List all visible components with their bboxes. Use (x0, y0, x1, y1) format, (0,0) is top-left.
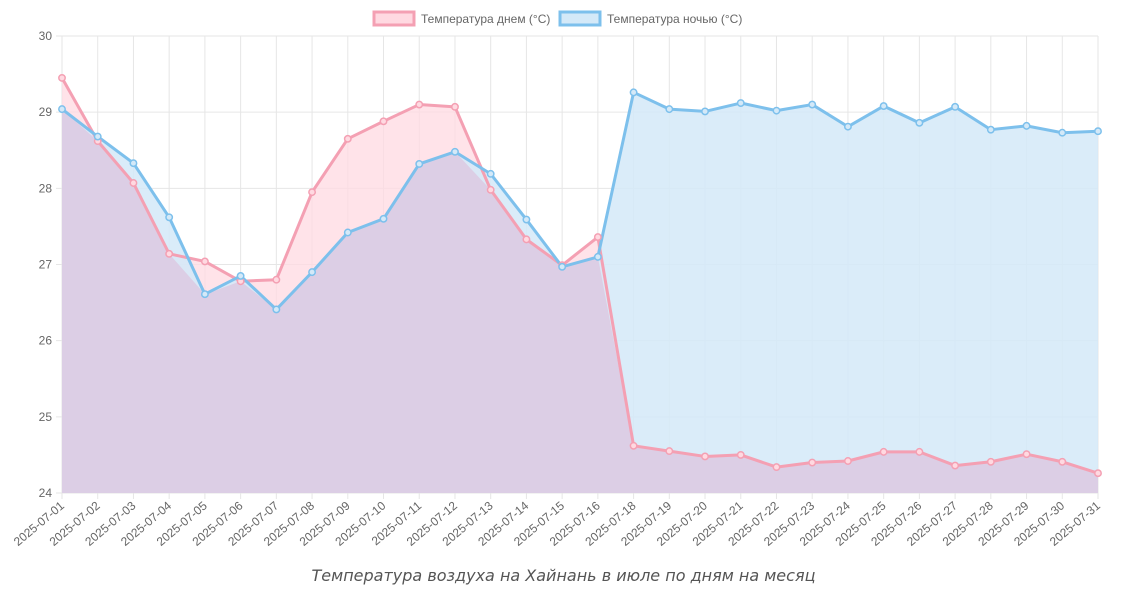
data-point-night[interactable] (1094, 127, 1102, 136)
data-point-day[interactable] (200, 257, 209, 266)
data-point-night[interactable] (93, 132, 102, 141)
data-point-day[interactable] (129, 179, 138, 187)
data-point-day[interactable] (736, 450, 745, 459)
data-point-night[interactable] (772, 106, 781, 115)
data-point-night[interactable] (701, 107, 709, 116)
y-axis-ticks: 24 25 26 27 28 29 30 (39, 29, 53, 500)
y-tick-label: 27 (39, 258, 53, 272)
legend-item-day[interactable]: Температура днем (°C) (372, 10, 550, 27)
legend-label-day: Температура днем (°C) (421, 12, 550, 26)
legend-item-night[interactable]: Температура ночью (°C) (558, 10, 742, 27)
data-point-day[interactable] (843, 457, 852, 465)
data-point-night[interactable] (165, 213, 174, 222)
data-point-night[interactable] (593, 252, 602, 261)
chart-caption: Температура воздуха на Хайнань в июле по… (311, 566, 816, 585)
data-point-day[interactable] (308, 188, 317, 197)
data-point-night[interactable] (915, 118, 924, 127)
series-line-night (61, 90, 1099, 311)
data-point-night[interactable] (629, 88, 638, 97)
data-point-day[interactable] (343, 134, 352, 143)
data-point-night[interactable] (451, 147, 459, 156)
data-point-night[interactable] (308, 268, 317, 277)
data-point-day[interactable] (486, 185, 495, 194)
legend-swatch-day (372, 10, 416, 27)
series-overlap-area (62, 109, 1098, 494)
data-point-night[interactable] (486, 169, 495, 178)
data-point-night[interactable] (736, 99, 745, 107)
data-point-night[interactable] (558, 262, 567, 271)
y-tick-label: 29 (39, 105, 53, 119)
data-point-day[interactable] (415, 100, 424, 109)
data-point-night[interactable] (1058, 128, 1067, 137)
series-points (58, 73, 1102, 478)
data-point-day[interactable] (808, 458, 817, 467)
data-point-day[interactable] (772, 463, 781, 472)
data-point-day[interactable] (665, 447, 674, 456)
data-point-night[interactable] (236, 271, 245, 280)
data-point-night[interactable] (665, 105, 674, 114)
legend-label-night: Температура ночью (°C) (607, 12, 742, 26)
data-point-day[interactable] (951, 461, 960, 470)
data-point-day[interactable] (58, 73, 66, 82)
series-areas (62, 77, 1098, 494)
legend-swatch-night (558, 10, 602, 27)
data-point-day[interactable] (1058, 457, 1067, 466)
y-tick-label: 30 (39, 29, 53, 43)
data-point-day[interactable] (879, 447, 888, 456)
y-tick-label: 25 (39, 410, 53, 424)
data-point-day[interactable] (1022, 450, 1031, 459)
y-tick-label: 28 (39, 181, 53, 195)
data-point-night[interactable] (343, 228, 352, 237)
data-point-day[interactable] (593, 233, 602, 242)
data-point-night[interactable] (522, 215, 531, 224)
data-point-day[interactable] (1094, 469, 1102, 478)
data-point-day[interactable] (629, 441, 638, 450)
data-point-night[interactable] (272, 305, 281, 314)
y-tick-label: 24 (39, 486, 53, 500)
series-lines (60, 77, 1099, 475)
data-point-night[interactable] (879, 102, 888, 111)
data-point-night[interactable] (808, 100, 817, 109)
data-point-night[interactable] (129, 159, 138, 168)
data-point-night[interactable] (986, 125, 995, 134)
data-point-day[interactable] (986, 457, 995, 466)
data-point-night[interactable] (200, 290, 209, 299)
data-point-day[interactable] (451, 102, 459, 111)
data-point-night[interactable] (1022, 121, 1031, 130)
data-point-day[interactable] (272, 275, 281, 284)
data-point-night[interactable] (379, 214, 388, 223)
data-point-day[interactable] (522, 235, 531, 244)
data-point-night[interactable] (843, 122, 852, 131)
data-point-day[interactable] (701, 452, 709, 461)
data-point-night[interactable] (415, 160, 424, 168)
data-point-day[interactable] (379, 117, 388, 126)
data-point-night[interactable] (58, 105, 66, 114)
x-axis-ticks: 2025-07-012025-07-022025-07-032025-07-04… (11, 498, 1103, 548)
data-point-day[interactable] (915, 447, 924, 456)
data-point-night[interactable] (951, 102, 960, 111)
data-point-day[interactable] (165, 249, 174, 258)
legend[interactable]: Температура днем (°C) Температура ночью (… (372, 10, 742, 27)
y-tick-label: 26 (39, 334, 53, 348)
